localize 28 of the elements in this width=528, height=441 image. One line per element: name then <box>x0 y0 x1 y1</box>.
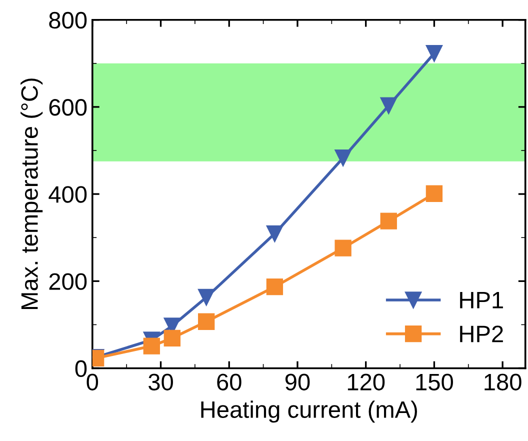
point <box>426 45 443 62</box>
y-tick-label: 800 <box>49 12 87 29</box>
point <box>198 313 215 330</box>
point <box>143 338 160 354</box>
point <box>266 278 284 296</box>
y-tick-label: 600 <box>49 99 87 116</box>
y-tick-label: 0 <box>75 360 87 378</box>
y-tick-label: 400 <box>48 186 87 203</box>
x-tick-label: 0 <box>86 374 98 390</box>
x-tick-label: 90 <box>285 374 310 390</box>
point <box>426 185 443 202</box>
x-axis-title: Heating current (mA) <box>201 400 417 423</box>
point <box>334 150 352 166</box>
legend-label: HP2 <box>460 326 503 342</box>
legend-label: HP1 <box>460 292 503 308</box>
x-tick-label: 150 <box>416 374 453 390</box>
x-tick-label: 180 <box>484 374 522 390</box>
point <box>266 225 284 242</box>
point <box>380 212 397 230</box>
y-axis-title: Max. temperature (°C) <box>20 78 43 309</box>
point <box>198 288 215 306</box>
x-tick-label: 120 <box>348 374 385 390</box>
x-tick-label: 30 <box>148 374 173 390</box>
y-tick-label: 200 <box>49 273 87 290</box>
x-tick-label: 60 <box>217 374 242 390</box>
point <box>164 330 180 347</box>
point <box>334 240 352 256</box>
point <box>380 97 397 114</box>
